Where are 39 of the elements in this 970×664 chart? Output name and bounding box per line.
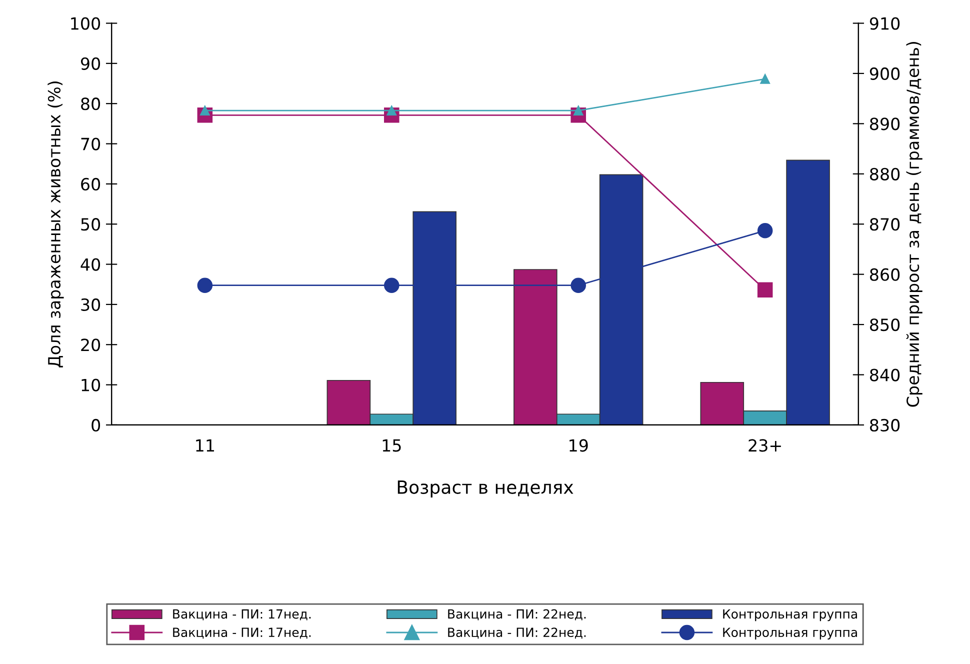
point (570, 278, 586, 293)
point (384, 278, 400, 293)
y-tick-label: 0 (92, 418, 100, 432)
y2-tick-label: 880 (870, 168, 900, 180)
y-tick-label: 40 (80, 258, 100, 271)
x-tick-label: 15 (382, 439, 401, 452)
y-tick-label: 20 (81, 338, 100, 352)
legend-label: Вакцина - ПИ: 17нед. (173, 609, 311, 620)
point (760, 74, 770, 84)
point (197, 278, 213, 293)
x-tick-label: 19 (570, 439, 588, 452)
y-tick-label: 30 (81, 298, 100, 312)
y-tick-label: 90 (80, 57, 100, 70)
x-tick-label: 23+ (748, 439, 781, 452)
point (757, 282, 773, 298)
legend-label: Контрольная группа (723, 628, 857, 640)
y-tick-label: 10 (82, 378, 100, 392)
y2-tick-label: 890 (870, 118, 900, 130)
y2-tick-label: 910 (870, 17, 900, 30)
y-tick-label: 80 (81, 98, 100, 110)
legend-label: Вакцина - ПИ: 17нед. (173, 628, 311, 639)
y2-tick-label: 870 (870, 218, 900, 231)
point (757, 222, 773, 238)
legend-label: Контрольная группа (723, 609, 857, 622)
y2-tick-label: 860 (870, 268, 900, 281)
y2-axis-title: Средний прирост за день (граммов/день) (906, 42, 922, 407)
legend-label: Вакцина - ПИ: 22нед. (448, 609, 586, 620)
y2-tick-label: 830 (870, 418, 900, 432)
y2-tick-label: 840 (870, 368, 900, 382)
y-tick-label: 100 (71, 17, 100, 30)
legend-label: Вакцина - ПИ: 22нед. (448, 628, 586, 639)
y-tick-label: 60 (81, 178, 100, 190)
y-tick-label: 50 (81, 218, 100, 231)
y2-tick-label: 900 (870, 67, 900, 80)
y-axis-title: Доля зараженных животных (%) (48, 81, 64, 368)
y2-tick-label: 850 (870, 318, 900, 332)
x-tick-label: 11 (196, 439, 214, 452)
x-axis-title: Возраст в неделях (398, 480, 574, 498)
y-tick-label: 70 (81, 138, 100, 150)
